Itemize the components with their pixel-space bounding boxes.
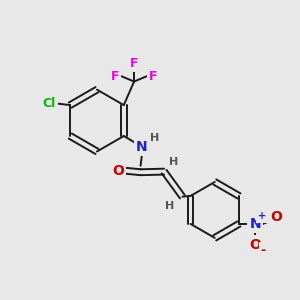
Text: F: F [111,70,119,83]
Text: O: O [249,238,261,251]
Text: -: - [261,244,266,257]
Text: N: N [249,217,261,231]
Text: F: F [130,57,138,70]
Text: H: H [165,200,175,211]
Text: O: O [112,164,124,178]
Text: +: + [258,211,266,221]
Text: N: N [136,140,148,154]
Text: H: H [169,157,178,167]
Text: F: F [149,70,158,83]
Text: H: H [150,134,159,143]
Text: Cl: Cl [42,97,56,110]
Text: O: O [270,210,282,224]
